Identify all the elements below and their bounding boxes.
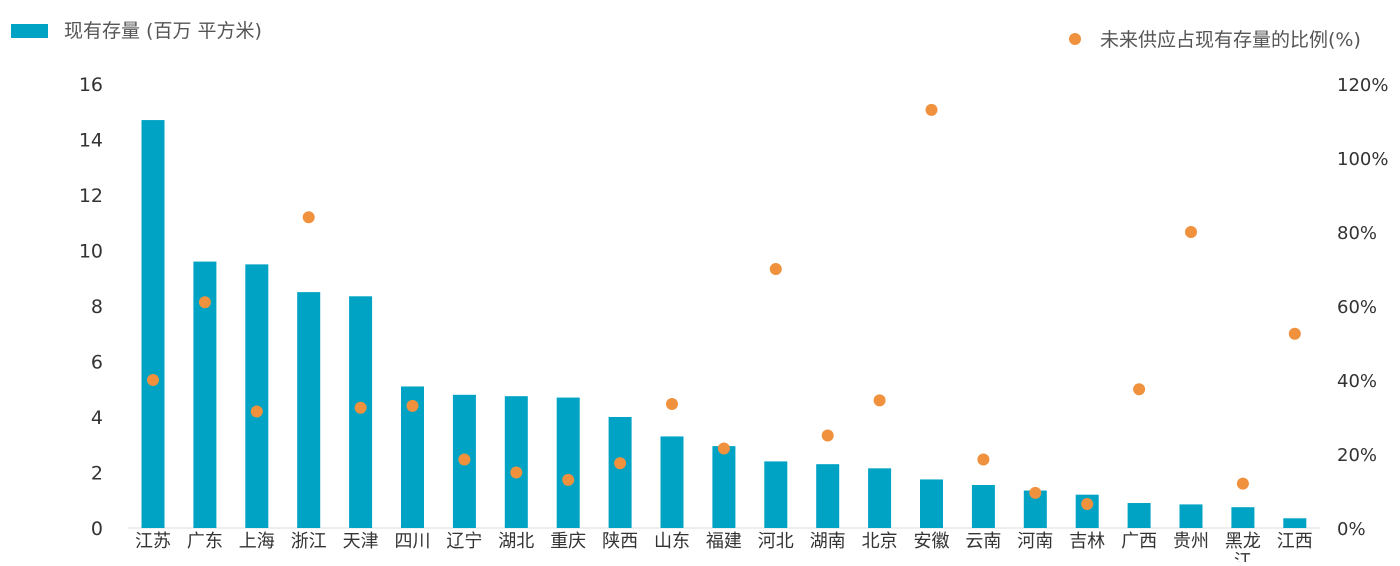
ratio-dot (1236, 477, 1249, 490)
ratio-dot (510, 466, 523, 479)
ratio-dot (458, 453, 471, 466)
bar (868, 468, 892, 528)
y-left-tick-label: 6 (91, 352, 103, 374)
x-tick-label: 浙江 (291, 531, 327, 552)
ratio-dot (1029, 486, 1042, 499)
x-tick-label: 河南 (1017, 531, 1053, 552)
legend-dot-swatch (1069, 33, 1081, 45)
x-tick-label: 四川 (395, 531, 431, 552)
ratio-dot (562, 473, 575, 486)
bar (1023, 490, 1047, 528)
ratio-dot (198, 296, 211, 309)
bar (660, 436, 684, 528)
y-right-tick-label: 20% (1337, 445, 1377, 466)
bar (1283, 518, 1307, 528)
legend-bar-label: 现有存量 (百万 平方米) (64, 20, 262, 42)
x-tick-label: 福建 (706, 531, 742, 552)
x-tick-label: 吉林 (1069, 531, 1105, 552)
bar (764, 461, 788, 528)
bar (608, 417, 632, 528)
y-left-tick-label: 14 (79, 130, 103, 152)
ratio-dot (354, 401, 367, 414)
y-right-tick-label: 80% (1337, 223, 1377, 244)
y-left-tick-label: 2 (91, 463, 103, 485)
ratio-dot (717, 442, 730, 455)
x-tick-label: 湖南 (810, 531, 846, 552)
x-tick-label: 天津 (343, 531, 379, 552)
bar (816, 464, 840, 528)
x-tick-label: 黑龙江 (1225, 531, 1261, 562)
bar (1231, 507, 1255, 528)
y-right-tick-label: 120% (1337, 75, 1388, 96)
legend-dot-label: 未来供应占现有存量的比例(%) (1100, 29, 1361, 51)
bar (1127, 503, 1151, 528)
x-tick-label: 江苏 (135, 531, 171, 552)
legend-bar-swatch (11, 24, 48, 38)
y-left-tick-label: 12 (79, 185, 103, 207)
ratio-dot (147, 374, 159, 386)
ratio-dot (1288, 327, 1301, 340)
x-tick-label: 北京 (862, 531, 898, 552)
bar (504, 396, 528, 528)
y-right-tick-label: 0% (1337, 519, 1366, 540)
x-tick-label: 河北 (758, 531, 794, 552)
y-right-tick-label: 40% (1337, 371, 1377, 392)
legend: 现有存量 (百万 平方米) 未来供应占现有存量的比例(%) (11, 20, 1361, 51)
ratio-dot (925, 103, 938, 116)
bar (245, 264, 269, 528)
x-tick-label: 山东 (654, 531, 690, 552)
ratio-dot (250, 405, 263, 418)
x-tick-label: 贵州 (1173, 531, 1209, 552)
x-tick-label: 安徽 (914, 531, 950, 552)
y-left-tick-label: 8 (91, 296, 103, 318)
x-tick-label: 云南 (965, 531, 1001, 552)
y-left-tick-label: 16 (79, 74, 103, 96)
bar (712, 446, 736, 528)
y-right-tick-label: 100% (1337, 149, 1388, 170)
ratio-dot (1081, 497, 1094, 510)
x-tick-label: 重庆 (550, 531, 586, 552)
ratio-dot (666, 398, 678, 411)
ratio-dot (1185, 226, 1197, 238)
ratio-dot (873, 394, 886, 407)
ratio-dot (406, 399, 419, 412)
bar (193, 261, 217, 528)
ratio-dot (614, 457, 627, 470)
bar (556, 397, 580, 528)
y-left-tick-label: 0 (91, 518, 103, 540)
ratio-dot (821, 429, 834, 442)
x-tick-label: 广西 (1121, 531, 1157, 552)
bar (1179, 504, 1203, 528)
x-tick-label: 广东 (187, 531, 223, 552)
x-tick-label: 江西 (1277, 531, 1313, 552)
x-tick-label: 辽宁 (446, 531, 482, 552)
ratio-dot (769, 263, 782, 275)
ratio-dot (302, 211, 315, 224)
y-left-tick-label: 10 (79, 241, 103, 263)
bar (971, 484, 995, 528)
y-right-tick-label: 60% (1337, 297, 1377, 318)
bar (401, 386, 424, 528)
bar (297, 292, 321, 528)
x-tick-label: 陕西 (602, 531, 638, 552)
bar (141, 120, 165, 528)
bar (920, 479, 943, 528)
y-left-tick-label: 4 (91, 407, 103, 429)
ratio-dot (1133, 383, 1146, 396)
x-tick-label: 上海 (239, 531, 275, 552)
x-tick-label: 湖北 (498, 531, 534, 552)
ratio-dot (977, 453, 990, 466)
